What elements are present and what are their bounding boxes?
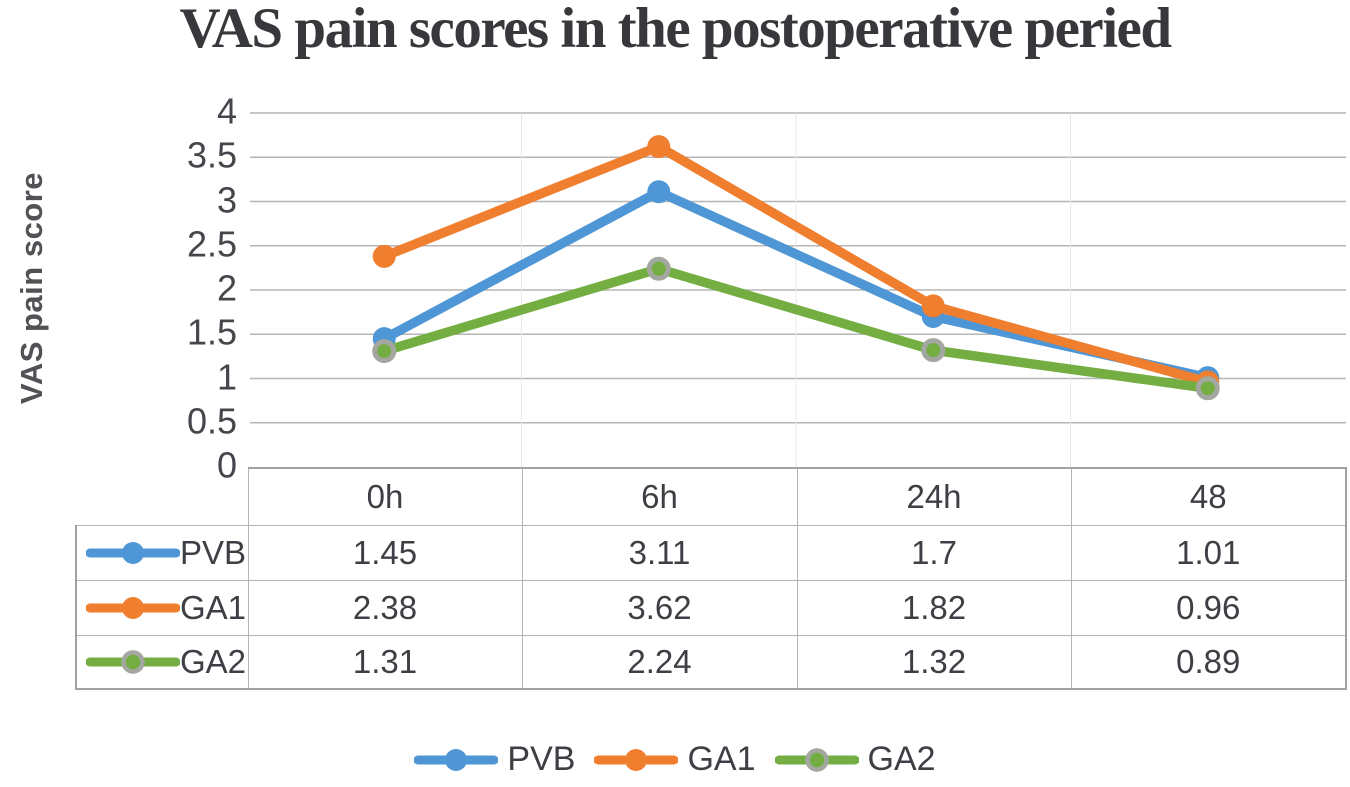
- data-point-ga1-24h: [921, 294, 945, 318]
- y-axis-tick-label: 4: [216, 90, 237, 132]
- data-point-ga2-48: [1195, 376, 1220, 401]
- legend-key-icon-ga1: [594, 748, 679, 771]
- table-header-cell: 48: [1070, 467, 1347, 526]
- series-line-ga2: [379, 264, 1213, 393]
- series-key-cell: PVB: [75, 524, 249, 581]
- series-key-icon-ga2: [86, 650, 180, 674]
- y-axis-tick-label: 2: [216, 267, 237, 309]
- chart-title: VAS pain scores in the postoperative per…: [179, 0, 1172, 60]
- legend-item-label: GA1: [687, 740, 756, 778]
- table-value-cell: 1.45: [247, 524, 523, 581]
- series-line-ga1: [379, 141, 1213, 387]
- series-key-cell: GA2: [75, 634, 249, 690]
- data-point-ga2-6h: [646, 256, 671, 281]
- legend-item-label: GA2: [867, 740, 936, 778]
- table-value-cell: 0.89: [1070, 634, 1347, 690]
- series-key-cell: GA1: [75, 579, 249, 636]
- series-key-icon-pvb: [86, 541, 180, 564]
- series-key-icon-ga1: [86, 596, 180, 619]
- data-point-ga2-24h: [921, 338, 946, 363]
- series-key-label: GA2: [180, 642, 247, 680]
- y-axis-tick-label: 3.5: [186, 134, 237, 176]
- chart-legend: PVB GA1 GA2: [0, 740, 1350, 779]
- data-point-ga1-6h: [647, 135, 671, 159]
- data-point-pvb-6h: [647, 180, 671, 204]
- legend-item-ga2: GA2: [774, 740, 936, 779]
- table-value-cell: 1.32: [796, 634, 1072, 690]
- table-header-cell: 0h: [247, 467, 523, 526]
- y-axis-tick-label: 3: [216, 179, 237, 221]
- table-value-cell: 3.62: [521, 579, 798, 636]
- table-corner-spacer: [76, 468, 249, 526]
- legend-item-ga1: GA1: [594, 740, 756, 779]
- y-axis-tick-label: 0.5: [186, 400, 237, 442]
- table-value-cell: 1.82: [796, 579, 1072, 636]
- table-value-cell: 2.38: [247, 579, 523, 636]
- legend-item-label: PVB: [507, 740, 576, 778]
- table-value-cell: 2.24: [521, 634, 798, 690]
- legend-item-pvb: PVB: [414, 740, 575, 779]
- chart-data-table: 0h 6h 24h 48 PVB 1.45 3.11 1.7 1.01 GA1 2.38 3.62 1.…: [75, 467, 1347, 690]
- series-key-label: PVB: [180, 533, 247, 571]
- table-value-cell: 1.01: [1070, 524, 1347, 581]
- y-axis-tick-label: 1.5: [186, 311, 237, 353]
- y-axis-tick-label: 1: [216, 356, 237, 398]
- table-value-cell: 3.11: [521, 524, 798, 581]
- data-point-ga2-0h: [372, 339, 397, 364]
- table-value-cell: 0.96: [1070, 579, 1347, 636]
- legend-key-icon-ga2: [774, 747, 859, 772]
- table-value-cell: 1.31: [247, 634, 523, 690]
- table-value-cell: 1.7: [796, 524, 1072, 581]
- y-axis-tick-label: 2.5: [186, 223, 237, 265]
- table-header-cell: 6h: [521, 467, 798, 526]
- data-point-ga1-0h: [372, 244, 396, 268]
- legend-key-icon-pvb: [414, 748, 499, 771]
- table-header-cell: 24h: [796, 467, 1072, 526]
- series-key-label: GA1: [180, 588, 247, 626]
